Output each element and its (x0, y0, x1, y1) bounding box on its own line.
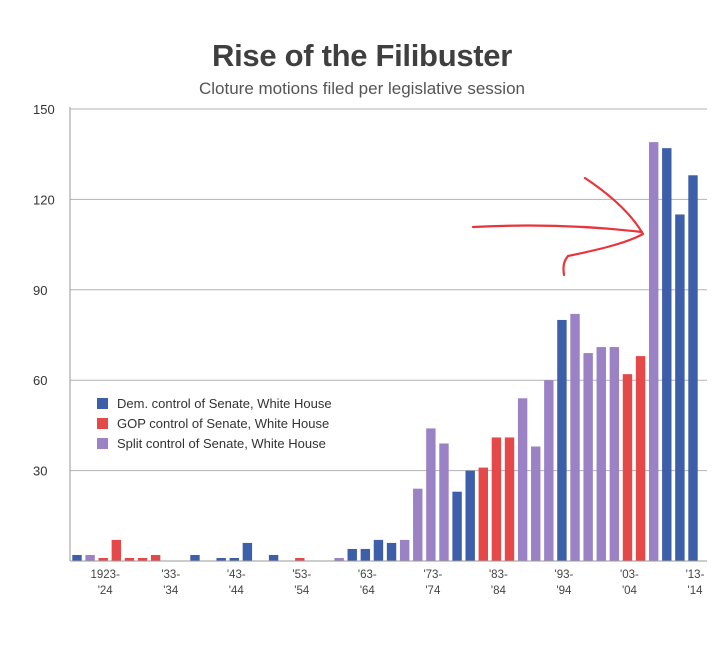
x-tick-labels: 1923- '24 '33- '34 '43- '44 '53- '54 '63- '64 '73-… (91, 569, 705, 597)
x-tick-label-8-top: '03- (620, 569, 639, 581)
bar-41 (609, 347, 620, 561)
bar-2 (98, 557, 108, 561)
legend-swatch-D (97, 398, 108, 409)
x-tick-label-7-top: '93- (555, 569, 574, 581)
bar-0 (72, 554, 82, 561)
legend: Dem. control of Senate, White House GOP c… (97, 396, 332, 451)
bar-3 (111, 539, 122, 561)
bar-6 (150, 554, 161, 561)
bar-32 (491, 437, 502, 561)
bar-40 (596, 347, 606, 561)
legend-swatch-S (97, 438, 108, 449)
bar-42 (622, 374, 633, 561)
bar-29 (452, 491, 462, 561)
bar-30 (465, 470, 475, 561)
bar-31 (478, 467, 488, 561)
x-tick-label-8-bottom: '04 (622, 585, 638, 597)
legend-label-D: Dem. control of Senate, White House (117, 396, 332, 411)
y-tick-label-90: 90 (33, 283, 47, 298)
x-tick-label-6-bottom: '84 (491, 585, 507, 597)
bars (72, 142, 698, 562)
bar-33 (504, 437, 515, 561)
bar-38 (570, 313, 580, 561)
bar-20 (334, 557, 344, 561)
chart-subtitle: Cloture motions filed per legislative se… (199, 79, 525, 98)
bar-39 (583, 353, 593, 561)
x-tick-label-2-bottom: '44 (229, 585, 245, 597)
bar-35 (531, 446, 541, 561)
x-tick-label-7-bottom: '94 (556, 585, 572, 597)
x-tick-label-2-top: '43- (227, 569, 246, 581)
bar-44 (648, 142, 659, 561)
bar-43 (635, 356, 646, 561)
x-tick-label-4-top: '63- (358, 569, 377, 581)
bar-4 (124, 557, 135, 561)
bar-27 (426, 428, 436, 561)
y-tick-label-120: 120 (33, 192, 55, 207)
legend-swatch-R (97, 418, 108, 429)
annotation-arrow-head (562, 176, 645, 277)
y-tick-label-30: 30 (33, 464, 47, 479)
x-tick-label-0-bottom: '24 (98, 585, 114, 597)
bar-28 (439, 443, 449, 561)
x-tick-label-3-bottom: '54 (294, 585, 310, 597)
bar-15 (268, 554, 279, 561)
bar-5 (137, 557, 148, 561)
bar-46 (675, 214, 685, 561)
x-tick-label-1-top: '33- (161, 569, 180, 581)
y-tick-label-60: 60 (33, 373, 47, 388)
x-tick-label-1-bottom: '34 (163, 585, 179, 597)
x-tick-label-3-top: '53- (292, 569, 311, 581)
bar-25 (399, 539, 410, 561)
axes: 30 60 90 120 150 (33, 102, 707, 562)
legend-label-R: GOP control of Senate, White House (117, 416, 329, 431)
chart-title: Rise of the Filibuster (212, 38, 512, 73)
bar-37 (557, 319, 567, 561)
x-tick-label-5-top: '73- (423, 569, 442, 581)
bar-13 (242, 542, 253, 561)
bar-36 (544, 380, 554, 561)
bar-45 (662, 148, 672, 562)
bar-9 (190, 554, 200, 561)
bar-26 (413, 488, 423, 561)
y-tick-label-150: 150 (33, 102, 55, 117)
legend-label-S: Split control of Senate, White House (117, 436, 326, 451)
bar-12 (229, 557, 239, 561)
annotation-arrow-shaft (471, 224, 644, 234)
bar-23 (373, 539, 384, 561)
bar-24 (386, 542, 397, 561)
bar-22 (360, 548, 371, 561)
bar-17 (295, 557, 305, 561)
x-tick-label-5-bottom: '74 (425, 585, 441, 597)
x-tick-label-9-top: '13- (686, 569, 705, 581)
bar-11 (216, 557, 226, 561)
annotation (471, 176, 645, 277)
x-tick-label-4-bottom: '64 (360, 585, 376, 597)
bar-1 (85, 554, 95, 561)
bar-34 (517, 398, 528, 561)
x-tick-label-0-top: 1923- (91, 569, 121, 581)
bar-47 (688, 175, 698, 562)
x-tick-label-9-bottom: '14 (688, 585, 704, 597)
bar-21 (347, 548, 357, 561)
x-tick-label-6-top: '83- (489, 569, 508, 581)
